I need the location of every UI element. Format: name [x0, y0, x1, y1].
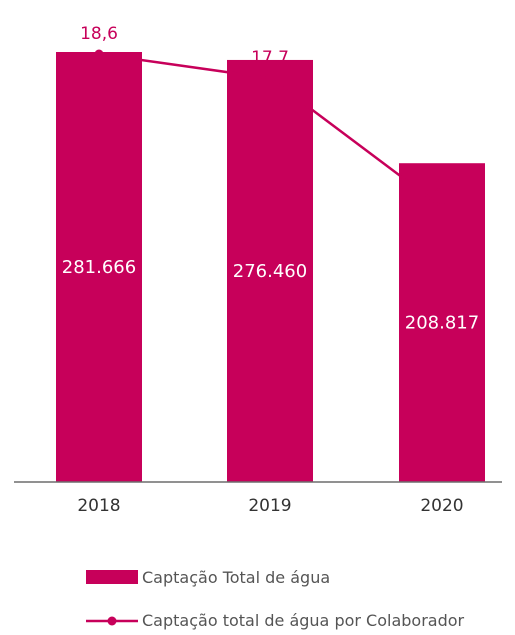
line-value-label-2019: 17,7 [251, 48, 289, 68]
x-tick-2020: 2020 [420, 496, 463, 516]
line-labels-group: 18,6 17,7 12,9 [80, 24, 461, 197]
line-series-group [94, 49, 447, 212]
bar-2019 [227, 59, 313, 483]
bar-value-label-2020: 208.817 [405, 313, 479, 334]
bar-value-label-2019: 276.460 [233, 261, 307, 282]
line-value-label-2020: 12,9 [423, 177, 461, 197]
bar-value-label-2018: 281.666 [62, 257, 136, 278]
line-value-label-2018: 18,6 [80, 24, 118, 44]
bar-labels-group: 281.666 276.460 208.817 [62, 257, 479, 334]
line-point-2019 [265, 73, 275, 83]
legend-bar-swatch [86, 570, 138, 584]
x-tick-2018: 2018 [77, 496, 120, 516]
x-tick-2019: 2019 [248, 496, 291, 516]
line-point-2020 [437, 202, 447, 212]
legend-bar-label: Captação Total de água [142, 568, 330, 587]
legend-line-label: Captação total de água por Colaborador [142, 611, 465, 630]
legend: Captação Total de água Captação total de… [86, 568, 465, 630]
legend-line-marker [107, 616, 117, 626]
line-point-2018 [94, 49, 104, 59]
bar-2020 [399, 163, 485, 482]
bars-group [56, 52, 485, 483]
x-tick-labels: 2018 2019 2020 [77, 496, 463, 516]
bar-2018 [56, 52, 142, 482]
